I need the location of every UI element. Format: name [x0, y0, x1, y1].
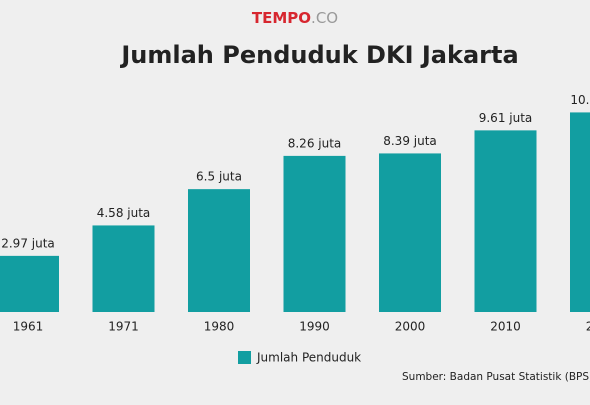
bar [570, 112, 590, 312]
value-label: 2.97 juta [1, 236, 55, 250]
legend-swatch [238, 351, 251, 364]
bar [92, 225, 155, 312]
x-tick-label: 1990 [299, 320, 330, 334]
x-tick-label: 1980 [204, 320, 235, 334]
bar [379, 153, 441, 312]
value-label: 8.26 juta [288, 136, 342, 150]
x-tick-label: 1961 [13, 320, 44, 334]
x-tick-label: 2020 [586, 320, 590, 334]
bar [0, 255, 59, 312]
value-label: 9.61 juta [479, 111, 533, 125]
logo: TEMPO.CO [252, 9, 338, 27]
bar [188, 189, 250, 312]
bar [283, 155, 346, 312]
source: Sumber: Badan Pusat Statistik (BPS) DKI … [402, 371, 590, 383]
value-label: 6.5 juta [196, 170, 242, 184]
bar [474, 130, 537, 312]
x-tick-label: 1971 [108, 320, 139, 334]
value-label: 8.39 juta [383, 134, 437, 148]
x-tick-label: 2000 [395, 320, 426, 334]
legend-label: Jumlah Penduduk [256, 351, 361, 365]
chart-title: Jumlah Penduduk DKI Jakarta [119, 41, 518, 69]
x-tick-label: 2010 [490, 320, 521, 334]
logo-main: TEMPO [252, 9, 311, 27]
logo-suffix: .CO [311, 9, 338, 27]
value-label: 10.56 juta [570, 93, 590, 107]
value-label: 4.58 juta [97, 206, 151, 220]
